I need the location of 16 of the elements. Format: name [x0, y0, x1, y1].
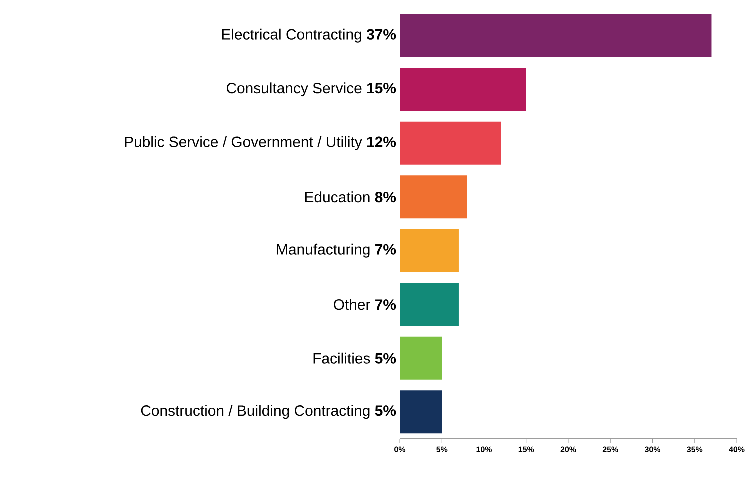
bar: [400, 390, 442, 434]
bar: [400, 176, 468, 219]
bar: [400, 229, 459, 272]
y-tick-label: Facilities 5%: [314, 352, 396, 364]
y-tick-label: Public Service / Government / Utility 12%: [125, 136, 396, 150]
bar: [400, 336, 442, 380]
y-tick-label: Consultancy Service 15%: [226, 82, 396, 97]
y-tick-label: Manufacturing 7%: [277, 244, 396, 258]
bar: [400, 14, 712, 58]
bar: [400, 68, 526, 112]
y-tick-label: Construction / Building Contracting 5%: [141, 405, 396, 420]
y-tick-label: Other 7%: [334, 299, 396, 310]
bar: [400, 122, 502, 165]
y-tick-label: Education 8%: [305, 192, 396, 203]
bar: [400, 283, 459, 326]
y-tick-label: Electrical Contracting 37%: [222, 28, 396, 43]
